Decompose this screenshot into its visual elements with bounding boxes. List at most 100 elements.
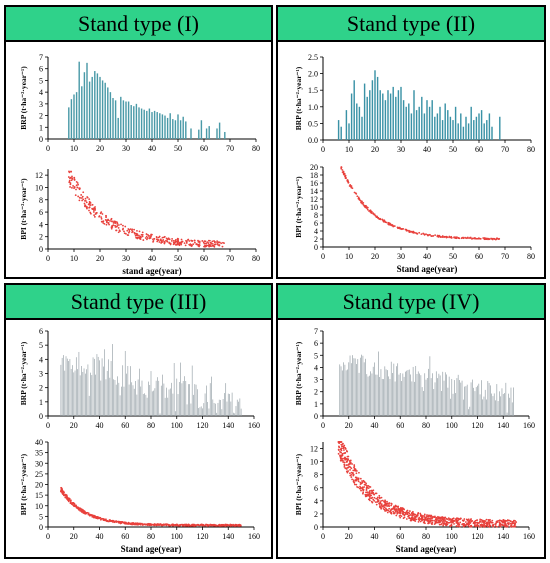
bar: [75, 357, 77, 416]
bar: [143, 109, 145, 139]
bar: [171, 382, 172, 416]
scatter-point: [350, 474, 353, 476]
scatter-point: [85, 201, 88, 204]
bar: [160, 385, 162, 416]
scatter-point: [360, 487, 363, 489]
bar: [345, 370, 347, 416]
scatter-point: [455, 519, 458, 522]
bar: [415, 365, 417, 416]
bar: [497, 401, 499, 416]
scatter-point: [100, 217, 103, 220]
scatter-point: [149, 237, 152, 239]
x-tick-label: 40: [96, 421, 104, 430]
bar: [481, 380, 482, 416]
bar: [166, 387, 167, 416]
scatter-point: [435, 521, 438, 524]
scatter-point: [153, 237, 156, 240]
scatter-point: [385, 508, 388, 511]
x-tick-label: 120: [197, 532, 209, 541]
scatter-point: [220, 524, 223, 527]
bar: [175, 411, 176, 416]
scatter-point: [117, 227, 120, 229]
x-tick-label: 50: [174, 254, 182, 263]
scatter-point: [352, 479, 355, 482]
panel-stand-type-2: Stand type (II) 0.0 0.5 1.0 1.5 2.0 2.5 0 10 20 3…: [276, 5, 546, 279]
bar: [466, 384, 468, 416]
bar: [504, 393, 505, 416]
scatter-point: [198, 245, 201, 248]
scatter-point: [348, 185, 351, 187]
scatter-point: [358, 471, 360, 474]
x-tick-label: 70: [226, 144, 234, 153]
bar: [493, 393, 495, 416]
scatter-point: [228, 524, 231, 527]
scatter-point: [442, 524, 445, 527]
scatter-point: [486, 237, 489, 240]
scatter-point: [360, 489, 362, 492]
scatter-point: [353, 469, 356, 472]
scatter-point: [457, 519, 460, 522]
scatter-point: [159, 239, 162, 242]
scatter-point: [218, 244, 221, 247]
scatter-point: [93, 209, 95, 212]
scatter-point: [431, 516, 434, 519]
scatter-point: [490, 521, 492, 523]
y-tick-label: 10: [35, 502, 43, 511]
bar: [362, 355, 364, 416]
scatter-point: [67, 176, 70, 178]
scatter-point: [131, 522, 134, 524]
scatter-point: [428, 522, 430, 524]
scatter-point: [429, 515, 432, 518]
y-axis-label: BRP (t·ha⁻²·year⁻¹): [294, 66, 303, 130]
scatter-point: [84, 205, 86, 208]
bar: [81, 86, 83, 139]
scatter-point: [75, 506, 78, 508]
scatter-point: [440, 516, 443, 519]
scatter-point: [141, 523, 144, 526]
bar: [495, 400, 496, 416]
bar: [491, 393, 493, 416]
y-tick-label: 8: [314, 471, 318, 480]
scatter-point: [405, 518, 408, 520]
scatter-point: [364, 495, 367, 498]
bar: [84, 373, 86, 416]
bar: [189, 384, 190, 416]
scatter-point: [346, 471, 349, 474]
scatter-point: [146, 238, 148, 241]
scatter-point: [355, 192, 358, 195]
bar: [462, 126, 465, 140]
bar: [185, 121, 187, 139]
x-tick-label: 60: [200, 254, 208, 263]
scatter-point: [368, 485, 371, 488]
bar: [95, 374, 96, 416]
scatter-point: [372, 492, 375, 495]
y-tick-label: 15: [35, 491, 43, 500]
scatter-point: [114, 221, 116, 224]
scatter-point: [511, 522, 513, 525]
bar: [358, 106, 361, 140]
bar: [91, 375, 93, 416]
scatter-point: [116, 222, 119, 225]
scatter-point: [101, 213, 104, 215]
scatter-point: [378, 494, 381, 497]
scatter-point: [68, 497, 71, 500]
scatter-point: [344, 451, 347, 454]
scatter-point: [342, 170, 345, 173]
scatter-point: [411, 516, 414, 519]
scatter-point: [345, 458, 348, 460]
y-tick-label: 7: [39, 53, 43, 62]
bar: [475, 116, 478, 140]
scatter-point: [408, 512, 411, 515]
bar: [202, 408, 203, 416]
scatter-point: [375, 503, 378, 506]
scatter-point: [87, 512, 90, 515]
scatter-point: [361, 480, 363, 482]
bar: [479, 394, 481, 416]
scatter-point: [108, 519, 111, 521]
bar: [401, 381, 402, 416]
scatter-point: [93, 215, 96, 218]
scatter-point: [503, 524, 506, 527]
y-tick-label: 1: [314, 400, 318, 409]
scatter-point: [137, 236, 140, 239]
